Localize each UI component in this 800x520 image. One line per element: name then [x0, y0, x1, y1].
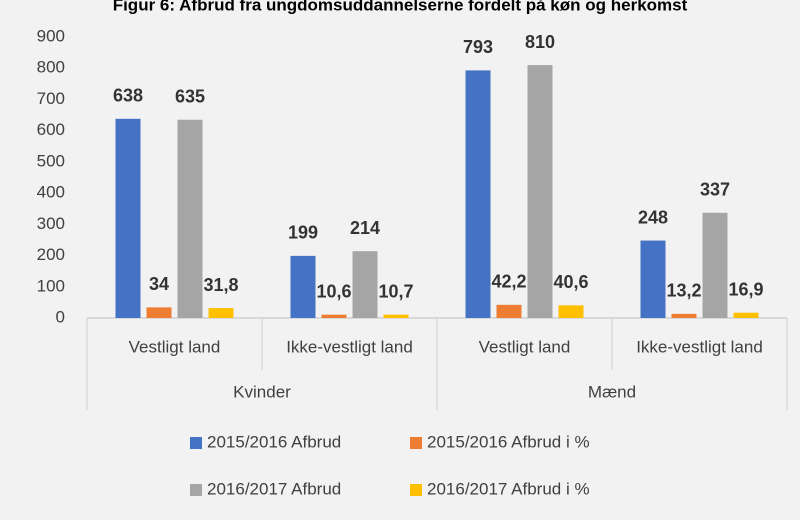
bar [640, 240, 666, 318]
legend-label: 2016/2017 Afbrud i % [427, 479, 590, 498]
data-label: 199 [288, 223, 318, 243]
data-label: 793 [463, 37, 493, 57]
bar [465, 70, 491, 318]
bar [733, 312, 759, 318]
group-label: Mænd [588, 382, 636, 401]
data-label: 31,8 [203, 275, 238, 295]
legend-label: 2015/2016 Afbrud i % [427, 432, 590, 451]
data-label: 638 [113, 86, 143, 106]
bar [671, 313, 697, 318]
data-label: 810 [525, 32, 555, 52]
bar [146, 307, 172, 318]
y-tick-label: 300 [37, 214, 65, 233]
y-tick-label: 0 [56, 307, 65, 326]
bar [208, 308, 234, 318]
data-label: 214 [350, 218, 380, 238]
y-tick-label: 800 [37, 58, 65, 77]
legend-label: 2016/2017 Afbrud [207, 479, 341, 498]
group-label: Kvinder [233, 382, 291, 401]
legend-swatch [190, 484, 202, 496]
y-tick-label: 500 [37, 151, 65, 170]
data-label: 40,6 [553, 272, 588, 292]
data-label: 635 [175, 86, 205, 106]
bar [702, 212, 728, 318]
bar [321, 314, 347, 318]
data-label: 16,9 [728, 279, 763, 299]
x-tick-label: Vestligt land [129, 337, 221, 356]
bar [558, 305, 584, 318]
bar [527, 65, 553, 318]
y-tick-label: 700 [37, 89, 65, 108]
data-label: 248 [638, 207, 668, 227]
bar [177, 119, 203, 318]
bar [352, 251, 378, 318]
y-tick-label: 600 [37, 120, 65, 139]
y-tick-label: 100 [37, 276, 65, 295]
y-tick-label: 200 [37, 245, 65, 264]
data-label: 42,2 [491, 272, 526, 292]
bar [290, 255, 316, 318]
legend-label: 2015/2016 Afbrud [207, 432, 341, 451]
bar [115, 118, 141, 319]
data-label: 13,2 [666, 281, 701, 301]
legend-swatch [410, 484, 422, 496]
x-tick-label: Ikke-vestligt land [636, 337, 763, 356]
bar [383, 314, 409, 318]
data-label: 34 [149, 274, 169, 294]
x-tick-label: Vestligt land [479, 337, 571, 356]
y-tick-label: 400 [37, 183, 65, 202]
y-tick-label: 900 [37, 26, 65, 45]
chart-title: Figur 6: Afbrud fra ungdomsuddannelserne… [113, 0, 688, 14]
data-label: 337 [700, 180, 730, 200]
legend-swatch [190, 437, 202, 449]
bar [496, 304, 522, 318]
data-label: 10,7 [378, 281, 413, 301]
x-tick-label: Ikke-vestligt land [286, 337, 413, 356]
data-label: 10,6 [316, 281, 351, 301]
legend-swatch [410, 437, 422, 449]
